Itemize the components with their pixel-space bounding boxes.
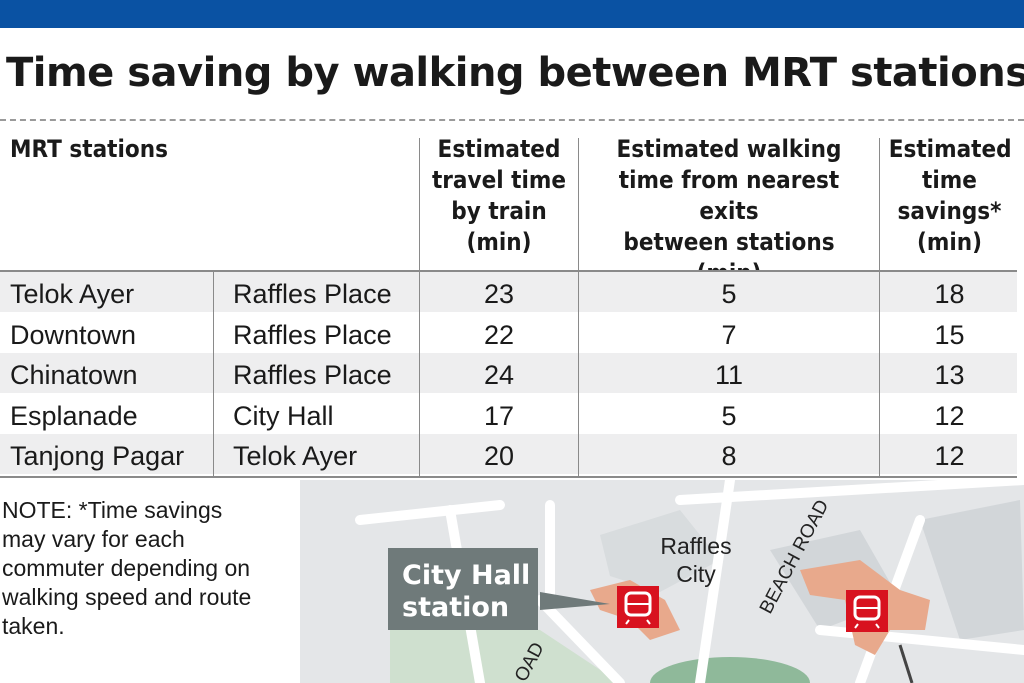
walk-time-cell: 5 <box>721 400 737 431</box>
station-from-cell: Chinatown <box>10 360 138 391</box>
table-header: MRT stations Estimated travel time by tr… <box>0 128 1017 287</box>
bottom-rule <box>0 476 1017 478</box>
building-label: City <box>676 561 716 587</box>
table-row: Esplanade City Hall 17 5 12 <box>0 394 1017 434</box>
savings-table: MRT stations Estimated travel time by tr… <box>0 128 1017 478</box>
time-savings-cell: 12 <box>934 441 965 472</box>
station-to-cell: Raffles Place <box>233 319 392 350</box>
footnote: NOTE: *Time savings may vary for each co… <box>2 497 252 639</box>
header-line: Estimated walking <box>616 135 842 163</box>
city-hall-callout <box>388 548 538 630</box>
table-row: Chinatown Raffles Place 24 11 13 <box>0 353 1017 394</box>
header-line: by train <box>451 197 547 225</box>
station-to-cell: City Hall <box>233 400 334 431</box>
station-to-cell: Raffles Place <box>233 279 392 309</box>
road <box>355 500 505 525</box>
train-time-cell: 23 <box>483 279 515 309</box>
title-divider <box>0 119 1024 121</box>
header-line: (min) <box>916 228 983 256</box>
train-time-cell: 17 <box>483 400 515 431</box>
callout-line: City Hall <box>402 560 530 591</box>
header-line: Estimated <box>888 135 1012 163</box>
city-block <box>920 500 1024 640</box>
station-to-cell: Telok Ayer <box>233 441 358 472</box>
callout-line: station <box>402 592 509 623</box>
time-savings-cell: 15 <box>934 319 965 350</box>
park-field <box>650 657 810 683</box>
park-area <box>390 620 620 683</box>
header-line: (min) <box>466 228 532 256</box>
walk-time-cell: 5 <box>721 279 737 309</box>
callout-pointer <box>540 592 610 610</box>
column-divider <box>419 138 420 476</box>
header-line: time <box>922 166 977 194</box>
walk-time-cell: 7 <box>721 319 737 350</box>
station-from-cell: Telok Ayer <box>10 279 135 309</box>
walk-time-cell: 8 <box>721 441 737 472</box>
time-savings-cell: 12 <box>934 400 965 431</box>
station-from-cell: Downtown <box>10 319 137 350</box>
train-time-cell: 24 <box>483 360 515 391</box>
walk-time-cell: 11 <box>714 360 744 391</box>
time-savings-cell: 18 <box>934 279 965 309</box>
station-to-cell: Raffles Place <box>233 360 392 391</box>
header-walk-time: Estimated walking time from nearest exit… <box>595 134 863 289</box>
table-row: Tanjong Pagar Telok Ayer 20 8 12 <box>0 434 1017 475</box>
header-stations: MRT stations <box>10 135 168 163</box>
header-line: savings* <box>897 197 1002 225</box>
header-savings: Estimated time savings* (min) <box>888 134 1012 258</box>
table-row: Telok Ayer Raffles Place 23 5 18 <box>0 272 1017 312</box>
station-from-cell: Esplanade <box>10 400 138 431</box>
train-time-cell: 22 <box>483 319 515 350</box>
raffles-city-block <box>600 510 720 592</box>
header-line: travel time <box>431 166 567 194</box>
road-network <box>355 480 1024 683</box>
header-line: time from nearest exits <box>618 166 840 225</box>
column-divider <box>578 138 579 476</box>
road <box>675 480 1024 505</box>
building-label: Raffles <box>660 533 731 559</box>
brand-bar <box>0 0 1024 28</box>
column-divider <box>879 138 880 476</box>
column-divider <box>213 272 214 476</box>
header-line: Estimated <box>437 135 561 163</box>
road <box>535 595 625 683</box>
callout-leader <box>898 644 914 683</box>
header-rule <box>0 270 1017 272</box>
road <box>695 480 735 683</box>
table-row: Downtown Raffles Place 22 7 15 <box>0 313 1017 353</box>
station-from-cell: Tanjong Pagar <box>10 441 185 472</box>
time-savings-cell: 13 <box>934 360 965 391</box>
train-time-cell: 20 <box>483 441 515 472</box>
station-map: City Hall station Raffles City BEACH ROA… <box>300 480 1024 683</box>
header-line: between stations <box>623 228 835 256</box>
header-train-time: Estimated travel time by train (min) <box>428 134 570 258</box>
page-title: Time saving by walking between MRT stati… <box>6 50 1024 96</box>
